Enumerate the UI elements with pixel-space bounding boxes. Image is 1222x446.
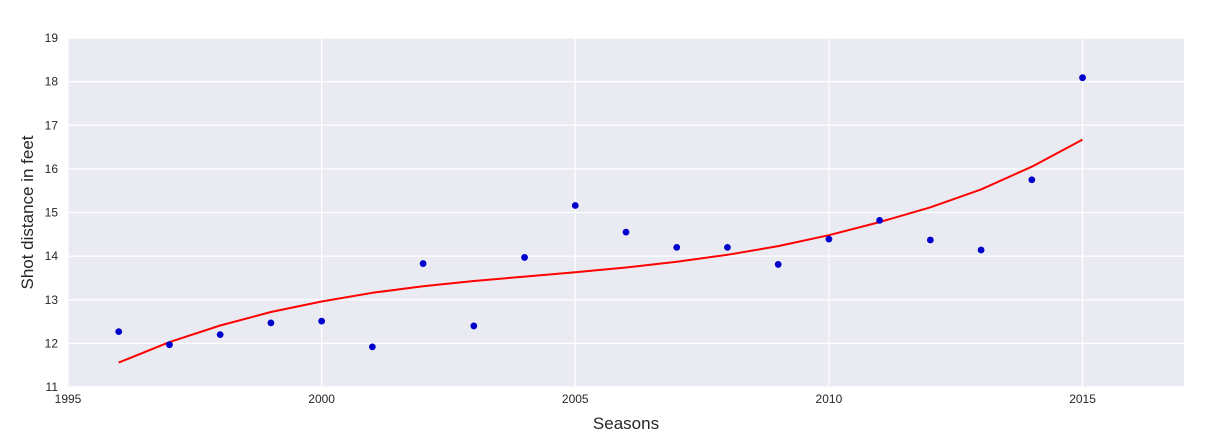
- x-axis-title: Seasons: [593, 414, 659, 433]
- y-tick-label: 14: [45, 249, 59, 263]
- y-tick-label: 11: [46, 380, 59, 394]
- y-axis-title: Shot distance in feet: [18, 135, 37, 289]
- scatter-point: [622, 228, 630, 236]
- scatter-point: [876, 216, 884, 224]
- scatter-point: [267, 319, 275, 327]
- scatter-point: [115, 328, 123, 335]
- x-tick-label: 2010: [816, 392, 843, 406]
- y-tick-label: 12: [45, 336, 59, 350]
- scatter-point: [166, 341, 173, 349]
- scatter-point: [419, 260, 427, 267]
- scatter-point: [571, 202, 579, 209]
- scatter-point: [318, 317, 326, 325]
- trend-line: [118, 138, 1083, 364]
- x-tick-label: 2000: [308, 392, 335, 406]
- grid-lines: [67, 37, 1184, 388]
- y-axis-ticks: 11 12 13 14 15 16 17 18 19: [45, 31, 59, 394]
- scatter-point: [926, 236, 934, 244]
- x-tick-label: 2005: [562, 392, 589, 406]
- scatter-point: [470, 322, 478, 330]
- scatter-point: [774, 261, 782, 268]
- x-tick-label: 2015: [1069, 392, 1096, 406]
- scatter-point: [1079, 74, 1086, 82]
- scatter-point: [825, 235, 833, 243]
- y-tick-label: 18: [45, 75, 59, 89]
- y-tick-label: 19: [45, 31, 59, 45]
- scatter-point: [673, 244, 681, 251]
- scatter-point: [368, 343, 376, 351]
- y-tick-label: 17: [45, 118, 59, 132]
- scatter-point: [977, 246, 985, 254]
- scatter-point: [1028, 176, 1036, 184]
- y-tick-label: 16: [45, 162, 59, 176]
- scatter-point: [521, 254, 528, 261]
- x-axis-ticks: 1995 2000 2005 2010 2015: [55, 392, 1097, 406]
- y-tick-label: 13: [45, 293, 59, 307]
- y-tick-label: 15: [45, 206, 59, 220]
- scatter-point: [216, 331, 224, 339]
- scatter-point: [724, 244, 731, 251]
- x-tick-label: 1995: [55, 392, 82, 406]
- trend-line-group: [118, 138, 1083, 364]
- scatter-points: [115, 74, 1086, 351]
